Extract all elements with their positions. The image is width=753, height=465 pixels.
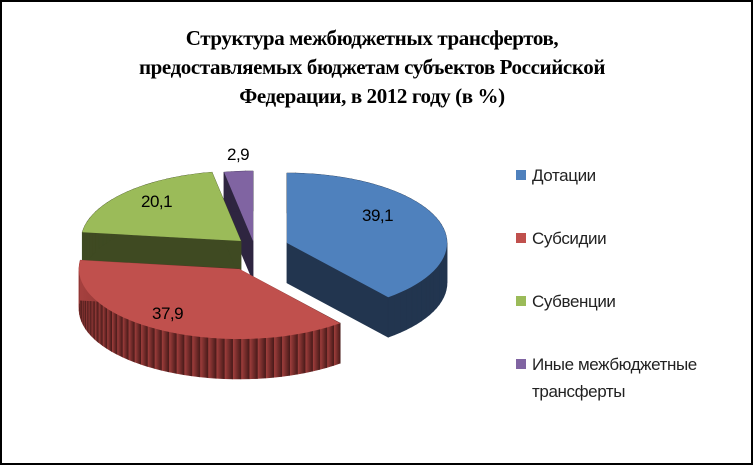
slice-side-face: [127, 319, 135, 363]
slice-side-face: [168, 331, 177, 374]
slice-side-face: [421, 277, 427, 322]
slice-side-face: [111, 310, 118, 355]
slice-side-face: [425, 273, 431, 319]
legend-item-subsidii: Субсидии: [516, 225, 746, 288]
slice-side-face: [257, 337, 266, 379]
slice-side-face: [161, 329, 170, 373]
slice-side-face: [106, 307, 113, 352]
legend-item-inye: Иные межбюджетные трансферты: [516, 351, 746, 414]
pie-slice-subsidii: [78, 259, 341, 380]
slice-side-face: [406, 286, 413, 331]
legend-item-dotatsii: Дотации: [516, 162, 746, 225]
slice-side-face: [116, 313, 123, 358]
slice-side-face: [433, 267, 437, 313]
legend-label: Субвенции: [532, 292, 616, 311]
legend-swatch: [516, 233, 526, 243]
legend-swatch: [516, 359, 526, 369]
title-line-1: Структура межбюджетных трансфертов,: [185, 26, 559, 50]
slice-side-face: [102, 304, 108, 350]
data-label-subsidii: 37,9: [152, 304, 184, 323]
slice-side-face: [286, 242, 389, 338]
slice-side-face: [387, 294, 395, 338]
slice-side-face: [232, 338, 242, 380]
slice-side-face: [416, 280, 422, 325]
slice-side-face: [297, 332, 306, 375]
data-label-dotatsii: 39,1: [362, 206, 394, 225]
slice-top-subsidii: [79, 260, 341, 339]
slice-side-face: [97, 301, 103, 347]
slice-side-face: [207, 337, 217, 379]
slice-side-face: [94, 298, 99, 343]
slice-side-face: [154, 328, 162, 371]
slice-side-face: [273, 336, 283, 378]
slice-side-face: [224, 338, 233, 380]
slice-side-face: [191, 335, 201, 378]
slice-top-inye: [224, 171, 253, 241]
data-label-subventsii: 20,1: [141, 192, 173, 211]
title-line-3: Федерации, в 2012 году (в %): [239, 84, 505, 108]
slice-side-face: [304, 330, 313, 374]
pie-plot: [78, 170, 448, 380]
slice-side-face: [134, 321, 142, 365]
slice-side-face: [147, 326, 155, 369]
slice-side-face: [176, 333, 185, 376]
legend-label: Иные межбюджетные трансферты: [532, 355, 697, 401]
slice-side-face: [394, 291, 401, 336]
legend-label: Субсидии: [532, 229, 607, 248]
slice-side-face: [326, 325, 334, 368]
slice-side-face: [436, 263, 440, 309]
legend-swatch: [516, 296, 526, 306]
slice-side-face: [429, 270, 434, 316]
slice-side-face: [289, 333, 298, 376]
slice-side-face: [240, 338, 250, 380]
slice-side-face: [319, 327, 328, 370]
slice-side-face: [90, 295, 95, 340]
slice-top-dotatsii: [287, 173, 447, 298]
slice-side-face: [400, 289, 407, 333]
legend-item-subventsii: Субвенции: [516, 288, 746, 351]
title-line-2: предоставляемых бюджетам субъектов Росси…: [138, 55, 606, 79]
slice-side-face: [312, 329, 321, 372]
slice-side-face: [439, 259, 442, 306]
slice-side-face: [183, 334, 193, 377]
slice-side-face: [199, 336, 209, 379]
slice-side-face: [248, 338, 258, 380]
slice-side-face: [122, 316, 129, 360]
data-label-inye: 2,9: [227, 145, 250, 164]
slice-side-face: [140, 323, 148, 367]
slice-side-face: [215, 337, 225, 380]
slice-side-face: [281, 335, 291, 377]
pie-slice-inye: [223, 170, 254, 282]
slice-side-face: [265, 337, 275, 379]
slice-side-face: [411, 283, 418, 328]
slice-top-subventsii: [82, 172, 241, 241]
slice-side-face: [333, 322, 341, 366]
legend: Дотации Субсидии Субвенции Иные межбюдже…: [516, 162, 746, 414]
chart-title: Структура межбюджетных трансфертов, пред…: [102, 24, 642, 111]
legend-swatch: [516, 170, 526, 180]
legend-label: Дотации: [532, 166, 596, 185]
pie-slice-dotatsii: [286, 172, 448, 338]
